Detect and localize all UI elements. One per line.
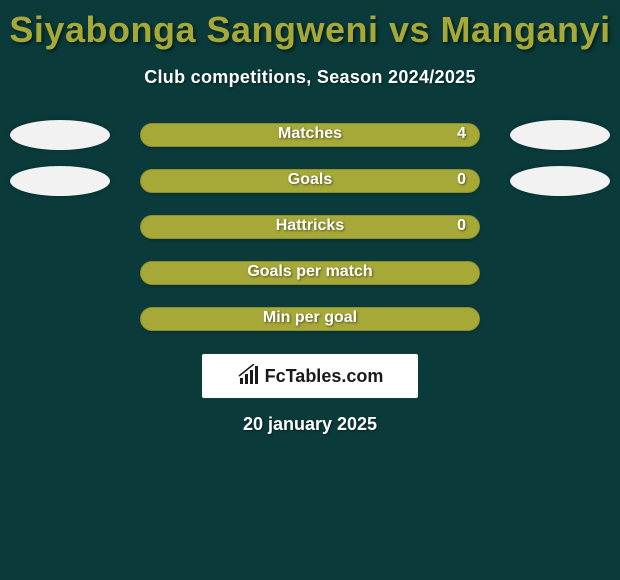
stat-value: 0 [457, 217, 466, 235]
stat-row: Min per goal [0, 296, 620, 342]
stat-label: Hattricks [140, 217, 480, 235]
stat-value: 4 [457, 125, 466, 143]
stat-label: Matches [140, 125, 480, 143]
stat-row: Goals0 [0, 158, 620, 204]
stat-row: Hattricks0 [0, 204, 620, 250]
title: Siyabonga Sangweni vs Manganyi [0, 2, 620, 53]
stat-value: 0 [457, 171, 466, 189]
player-right-marker [510, 166, 610, 196]
stat-label: Min per goal [140, 309, 480, 327]
player-left-marker [10, 120, 110, 150]
date: 20 january 2025 [0, 398, 620, 435]
stats-container: Matches4Goals0Hattricks0Goals per matchM… [0, 112, 620, 342]
infographic-root: Siyabonga Sangweni vs Manganyi Club comp… [0, 0, 620, 580]
stat-bar: Goals0 [140, 169, 480, 193]
stat-bar: Goals per match [140, 261, 480, 285]
stat-bar: Min per goal [140, 307, 480, 331]
subtitle: Club competitions, Season 2024/2025 [0, 53, 620, 112]
logo-box: FcTables.com [202, 354, 418, 398]
logo-text: FcTables.com [265, 366, 384, 387]
player-right-marker [510, 120, 610, 150]
stat-bar: Matches4 [140, 123, 480, 147]
stat-label: Goals [140, 171, 480, 189]
player-left-marker [10, 166, 110, 196]
stat-row: Goals per match [0, 250, 620, 296]
stat-row: Matches4 [0, 112, 620, 158]
stat-bar: Hattricks0 [140, 215, 480, 239]
chart-icon [237, 364, 261, 388]
stat-label: Goals per match [140, 263, 480, 281]
